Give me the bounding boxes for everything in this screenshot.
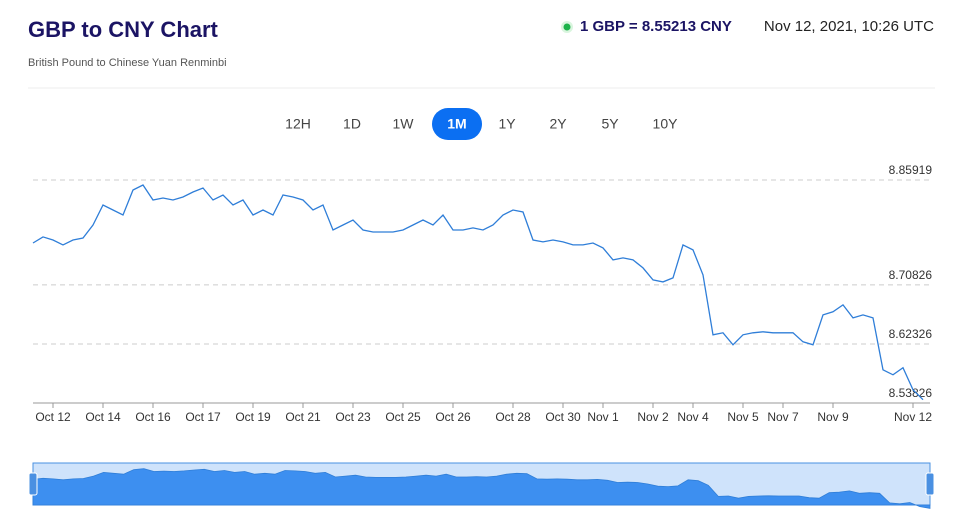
x-tick-label: Oct 23 <box>335 410 371 424</box>
x-tick-label: Oct 19 <box>235 410 271 424</box>
x-tick-label: Oct 30 <box>545 410 581 424</box>
timestamp: Nov 12, 2021, 10:26 UTC <box>764 18 934 35</box>
x-tick-label: Nov 1 <box>587 410 619 424</box>
x-tick-label: Oct 26 <box>435 410 471 424</box>
range-button[interactable]: 12H <box>285 116 311 132</box>
price-line <box>32 184 924 401</box>
chart-title: GBP to CNY Chart <box>28 17 219 42</box>
live-dot <box>563 23 571 31</box>
x-tick-label: Nov 9 <box>817 410 849 424</box>
chart-subtitle: British Pound to Chinese Yuan Renminbi <box>28 57 227 69</box>
rate: 1 GBP = 8.55213 CNY <box>580 18 732 35</box>
x-tick-label: Oct 21 <box>285 410 321 424</box>
range-button[interactable]: 1D <box>343 116 361 132</box>
navigator-area <box>32 468 931 509</box>
x-tick-label: Oct 16 <box>135 410 171 424</box>
y-tick-label: 8.53826 <box>889 386 933 400</box>
range-button[interactable]: 5Y <box>601 116 619 132</box>
range-button[interactable]: 1W <box>393 116 415 132</box>
y-tick-label: 8.62326 <box>889 327 933 341</box>
x-tick-label: Oct 14 <box>85 410 121 424</box>
navigator-handle[interactable] <box>925 472 935 496</box>
plot: 8.85919 8.70826 8.62326 8.53826 Oct 12 Oct 14… <box>28 163 935 509</box>
range-button-selected[interactable] <box>432 108 482 140</box>
range-buttons: 12H 1D 1W 1M 1Y 2Y 5Y 10Y <box>285 108 678 140</box>
x-tick-label: Oct 12 <box>35 410 71 424</box>
x-tick-label: Nov 7 <box>767 410 799 424</box>
range-button[interactable]: 2Y <box>549 116 567 132</box>
x-tick-label: Oct 17 <box>185 410 221 424</box>
range-button[interactable]: 1Y <box>498 116 516 132</box>
y-tick-label: 8.85919 <box>889 163 933 177</box>
x-tick-label: Nov 2 <box>637 410 669 424</box>
x-tick-label: Nov 4 <box>677 410 709 424</box>
x-tick-label: Oct 25 <box>385 410 421 424</box>
x-tick-label: Nov 12 <box>894 410 932 424</box>
y-tick-label: 8.70826 <box>889 268 933 282</box>
x-tick-label: Oct 28 <box>495 410 531 424</box>
navigator-handle[interactable] <box>28 472 38 496</box>
range-button[interactable]: 10Y <box>653 116 679 132</box>
x-tick-label: Nov 5 <box>727 410 759 424</box>
range-button[interactable]: 1M <box>447 116 466 132</box>
